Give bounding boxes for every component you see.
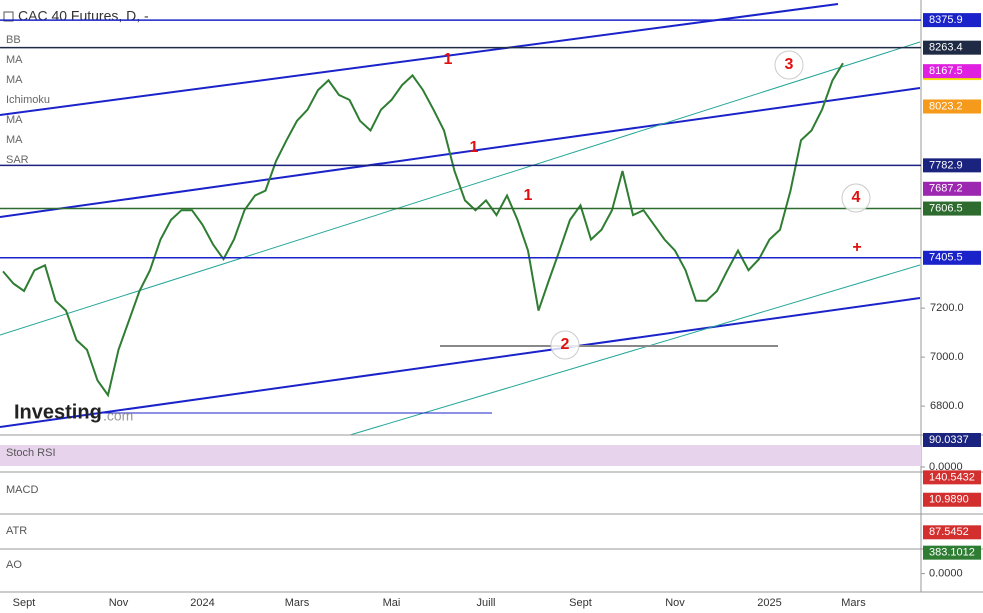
price-tag-label: 8263.4 (929, 42, 963, 54)
x-tick-label: Mars (285, 597, 310, 609)
x-tick-label: Sept (13, 597, 36, 609)
panel-tag-label: 0.0000 (929, 461, 963, 473)
panel-tag-label: 0.0000 (929, 568, 963, 580)
price-line (2, 62, 844, 398)
trend-line (0, 297, 921, 428)
indicator-label: MA (6, 74, 23, 86)
x-tick-label: 2025 (757, 597, 781, 609)
x-tick-label: Nov (665, 597, 685, 609)
chart-title: CAC 40 Futures, D, - (18, 8, 149, 24)
price-tag (923, 158, 981, 173)
price-tag-label: 7687.2 (929, 183, 963, 195)
panel-band (0, 445, 921, 466)
price-tag (923, 13, 981, 28)
indicator-label: MA (6, 134, 23, 146)
price-tag-label: 7782.9 (929, 159, 963, 171)
indicator-label: Ichimoku (6, 94, 50, 106)
annotation-circle (550, 330, 580, 360)
panel-label: Stoch RSI (6, 447, 56, 459)
indicator-label: SAR (6, 154, 29, 166)
x-tick-label: Juill (477, 597, 496, 609)
annotation-circle (774, 50, 804, 80)
price-tag (923, 250, 981, 265)
price-tag (923, 64, 981, 79)
price-tag (923, 99, 981, 114)
price-tag-label: 7405.5 (929, 252, 963, 264)
annotation: + (852, 239, 861, 256)
price-tag (923, 201, 981, 216)
panel-tag-label: 10.9890 (929, 494, 969, 506)
price-tag-label: 8167.5 (929, 65, 963, 77)
price-tag-label: 8023.2 (929, 100, 963, 112)
x-tick-label: Nov (109, 597, 129, 609)
watermark: Investing (14, 401, 102, 423)
annotation: 1 (470, 139, 479, 156)
trend-line (0, 3, 839, 116)
y-tick-label: 7000.0 (930, 351, 964, 363)
panel-tag-label: 87.5452 (929, 526, 969, 538)
indicator-label: MA (6, 54, 23, 66)
price-tag (923, 40, 981, 55)
x-tick-label: 2024 (190, 597, 214, 609)
price-tag-label: 8375.9 (929, 14, 963, 26)
panel-label: AO (6, 559, 22, 571)
panel-tag (923, 432, 981, 447)
y-tick-label: 7200.0 (930, 302, 964, 314)
watermark-suffix: .com (103, 408, 133, 424)
panel-tag (923, 545, 981, 560)
x-tick-label: Mars (841, 597, 866, 609)
price-tag-label: 7606.5 (929, 202, 963, 214)
panel-tag (923, 525, 981, 540)
panel-label: ATR (6, 525, 27, 537)
panel-tag (923, 492, 981, 507)
panel-tag (923, 470, 981, 485)
indicator-label: MA (6, 114, 23, 126)
annotation: 2 (561, 336, 570, 353)
panel-tag-label: 383.1012 (929, 547, 975, 559)
indicator-label: BB (6, 34, 21, 46)
x-tick-label: Mai (383, 597, 401, 609)
annotation: 3 (785, 56, 794, 73)
chart-icon (3, 11, 14, 22)
trend-line (349, 264, 921, 436)
y-tick-label: 6800.0 (930, 400, 964, 412)
panel-label: MACD (6, 484, 38, 496)
panel-tag-label: 140.5432 (929, 471, 975, 483)
annotation: 1 (444, 51, 453, 68)
panel-tag-label: 90.0337 (929, 434, 969, 446)
annotation-circle (841, 183, 871, 213)
annotation: 1 (524, 187, 533, 204)
price-tag (923, 181, 981, 196)
annotation: 4 (852, 189, 861, 206)
x-tick-label: Sept (569, 597, 592, 609)
trend-line (0, 87, 921, 218)
